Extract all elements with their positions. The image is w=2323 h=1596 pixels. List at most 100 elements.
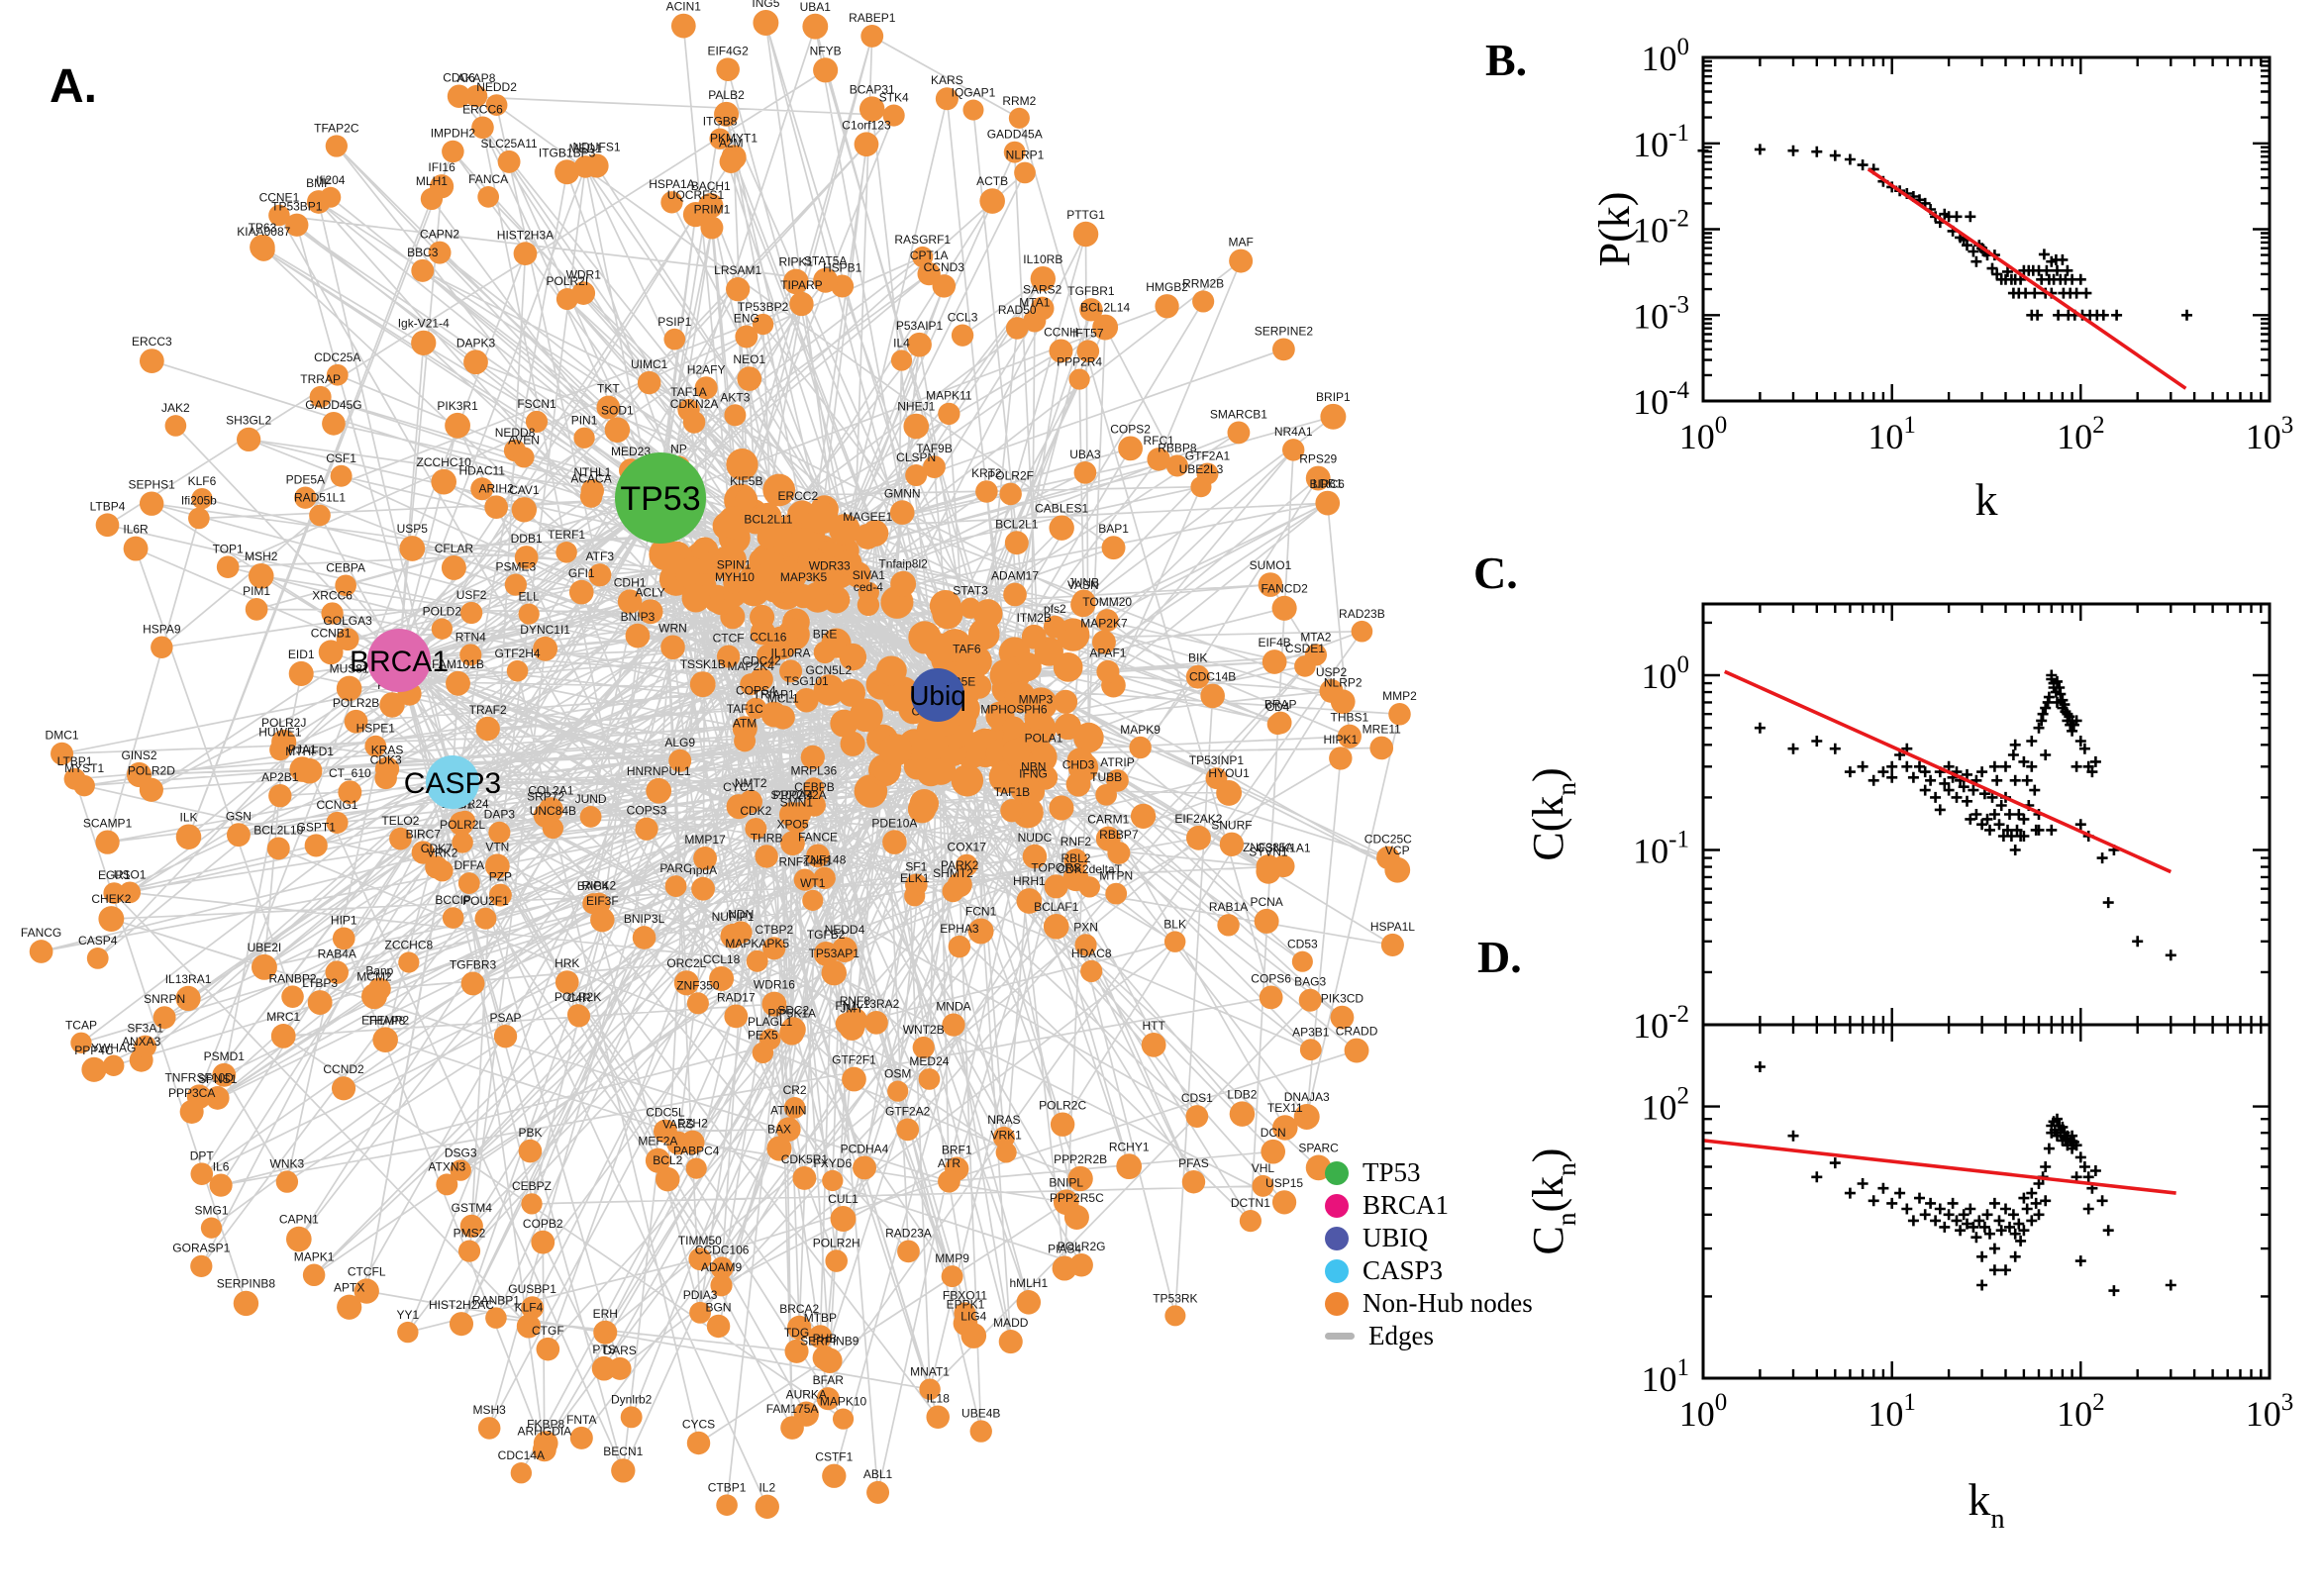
network-node <box>1062 865 1089 892</box>
network-node <box>755 1494 779 1519</box>
network-node <box>969 1420 992 1443</box>
network-node-label: PSME3 <box>496 560 537 574</box>
network-node-label: CDK7 <box>421 842 453 855</box>
network-node-label: CCNH <box>1044 325 1078 339</box>
network-node-label: USF2 <box>456 588 487 602</box>
network-node <box>463 349 488 375</box>
network-node <box>504 573 527 596</box>
network-node <box>681 583 711 613</box>
tick-label: 101 <box>1642 1354 1690 1399</box>
network-node-label: BNIP3L <box>624 912 665 926</box>
network-node-label: MMP3 <box>1019 693 1054 707</box>
network-node <box>484 853 510 879</box>
panel-letter-b: B. <box>1485 35 1528 85</box>
network-node-label: ACIN1 <box>666 0 702 14</box>
network-node <box>1068 368 1090 390</box>
network-node-label: SERPINB9 <box>800 1334 859 1347</box>
network-node-label: BBC3 <box>407 246 439 259</box>
network-node <box>593 1320 618 1345</box>
network-node <box>591 1355 617 1381</box>
plot-c-points <box>1754 669 2176 961</box>
network-node-label: CSDE1 <box>1285 642 1325 655</box>
network-node <box>1164 1305 1186 1327</box>
network-node <box>1293 1103 1320 1130</box>
tick-label: 100 <box>1679 412 1728 456</box>
network-node-label: SNRPN <box>144 992 185 1006</box>
network-node-label: NR4A1 <box>1274 425 1313 439</box>
network-node-label: ITM2B <box>1017 611 1052 625</box>
network-node <box>227 823 251 848</box>
network-node <box>1076 340 1100 362</box>
network-node-label: POLR2D <box>128 764 175 778</box>
network-node-label: BCL2L11 <box>744 512 792 526</box>
network-node <box>637 370 661 395</box>
network-node <box>200 1217 223 1239</box>
network-node-label: RTN4 <box>455 630 486 644</box>
legend-node-swatch <box>1325 1160 1349 1185</box>
network-node <box>1271 854 1295 878</box>
network-core-nodes <box>638 448 1157 829</box>
network-node-label: POLR2I <box>547 274 589 288</box>
network-node-label: TOMM20 <box>1082 595 1132 609</box>
network-node-label: BAG4 <box>577 879 609 893</box>
tick-label: 100 <box>1642 34 1690 78</box>
network-node <box>1129 736 1152 759</box>
network-node <box>1281 439 1305 461</box>
network-node <box>475 716 500 742</box>
network-node-label: TP63 <box>249 221 277 235</box>
network-node <box>1049 795 1074 821</box>
network-node-label: USO1 <box>114 867 147 881</box>
network-node-label: TAF9B <box>916 442 952 455</box>
network-node <box>1030 265 1057 292</box>
network-node-label: BCL2L1 <box>995 517 1039 531</box>
network-node-label: RBBP7 <box>1099 828 1139 842</box>
network-node-label: PHB <box>813 1332 838 1346</box>
panel-letter-c: C. <box>1473 548 1518 598</box>
hub-node-casp3 <box>426 755 479 809</box>
network-node <box>1080 959 1103 983</box>
network-node-label: FNTA <box>566 1413 596 1427</box>
tick-label: 100 <box>1679 1389 1728 1434</box>
network-node <box>1052 1255 1077 1281</box>
network-node-label: MMP9 <box>935 1251 969 1265</box>
network-node <box>119 881 142 904</box>
network-node-label: AKAP8 <box>457 71 496 85</box>
network-node <box>842 1066 866 1092</box>
network-node-label: TKT <box>597 382 620 396</box>
network-node-label: UBE4B <box>961 1406 1000 1420</box>
network-node-label: WT1 <box>800 876 826 890</box>
network-node <box>474 907 497 930</box>
network-node-label: PCNA <box>1250 895 1282 909</box>
network-node-label: YY1 <box>396 1308 419 1322</box>
network-node <box>411 258 435 282</box>
network-node-label: RBL2 <box>1060 851 1090 865</box>
network-node <box>452 832 473 853</box>
legend-node-swatch <box>1325 1258 1349 1283</box>
network-node <box>858 581 879 604</box>
network-node <box>245 598 268 621</box>
network-node-label: CT_610 <box>329 766 371 780</box>
network-node-label: TP53BP2 <box>738 300 789 314</box>
network-node <box>1000 798 1024 823</box>
network-node <box>752 313 774 336</box>
network-node <box>753 10 779 36</box>
network-node-label: HSPB1 <box>823 261 862 275</box>
network-node <box>992 1126 1015 1149</box>
network-node-label: ERCC6 <box>462 102 503 116</box>
network-node-label: CAPN1 <box>279 1213 319 1227</box>
network-node <box>436 1173 458 1196</box>
network-node-label: TGFB2 <box>807 928 846 942</box>
tick-label: 101 <box>1868 412 1916 456</box>
network-node-label: BAG3 <box>1294 975 1326 989</box>
network-node-label: CDC6 <box>443 71 475 85</box>
network-node-label: IL6R <box>123 523 149 537</box>
network-node <box>779 659 803 683</box>
network-node-label: PDE5A <box>286 472 325 486</box>
network-node-label: Banp <box>365 963 393 977</box>
network-node-label: ILK <box>179 810 197 824</box>
network-node-label: KLF6 <box>188 474 217 488</box>
network-node-label: UBE2I <box>248 941 282 954</box>
network-node-label: RAD23B <box>1339 607 1385 621</box>
